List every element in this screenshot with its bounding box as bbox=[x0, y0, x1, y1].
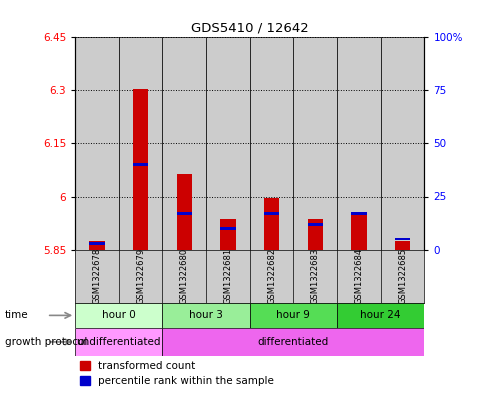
Text: hour 24: hour 24 bbox=[360, 310, 400, 320]
Text: GSM1322684: GSM1322684 bbox=[354, 248, 363, 304]
Bar bbox=[162, 37, 206, 250]
Bar bbox=[75, 37, 119, 250]
Bar bbox=[307, 223, 322, 226]
Bar bbox=[380, 37, 424, 250]
Text: GSM1322681: GSM1322681 bbox=[223, 248, 232, 304]
Bar bbox=[293, 37, 336, 250]
Bar bbox=[307, 220, 322, 250]
Text: growth protocol: growth protocol bbox=[5, 337, 87, 347]
Bar bbox=[119, 37, 162, 250]
Legend: transformed count, percentile rank within the sample: transformed count, percentile rank withi… bbox=[80, 361, 273, 386]
Bar bbox=[75, 303, 162, 328]
Bar bbox=[89, 241, 105, 250]
Bar bbox=[394, 241, 409, 250]
Bar bbox=[206, 37, 249, 250]
Bar bbox=[263, 212, 279, 215]
Bar bbox=[75, 328, 162, 356]
Text: GSM1322683: GSM1322683 bbox=[310, 248, 319, 304]
Bar bbox=[336, 303, 424, 328]
Title: GDS5410 / 12642: GDS5410 / 12642 bbox=[191, 22, 308, 35]
Bar bbox=[162, 328, 424, 356]
Bar bbox=[133, 163, 148, 166]
Text: differentiated: differentiated bbox=[257, 337, 328, 347]
Text: GSM1322680: GSM1322680 bbox=[180, 248, 188, 304]
Bar bbox=[162, 303, 249, 328]
Bar bbox=[249, 37, 293, 250]
Text: time: time bbox=[5, 310, 29, 320]
Bar bbox=[350, 212, 366, 215]
Text: undifferentiated: undifferentiated bbox=[76, 337, 161, 347]
Bar bbox=[394, 237, 409, 241]
Bar bbox=[176, 174, 192, 250]
Text: hour 0: hour 0 bbox=[102, 310, 136, 320]
Bar bbox=[263, 198, 279, 250]
Text: GSM1322682: GSM1322682 bbox=[267, 248, 275, 304]
Bar bbox=[249, 303, 336, 328]
Text: GSM1322679: GSM1322679 bbox=[136, 248, 145, 304]
Bar bbox=[133, 89, 148, 250]
Bar bbox=[350, 213, 366, 250]
Text: GSM1322685: GSM1322685 bbox=[397, 248, 406, 304]
Bar bbox=[220, 220, 235, 250]
Bar bbox=[336, 37, 380, 250]
Text: GSM1322678: GSM1322678 bbox=[92, 248, 101, 304]
Text: hour 9: hour 9 bbox=[276, 310, 310, 320]
Bar bbox=[220, 227, 235, 230]
Bar bbox=[176, 212, 192, 215]
Bar bbox=[89, 242, 105, 244]
Text: hour 3: hour 3 bbox=[189, 310, 223, 320]
